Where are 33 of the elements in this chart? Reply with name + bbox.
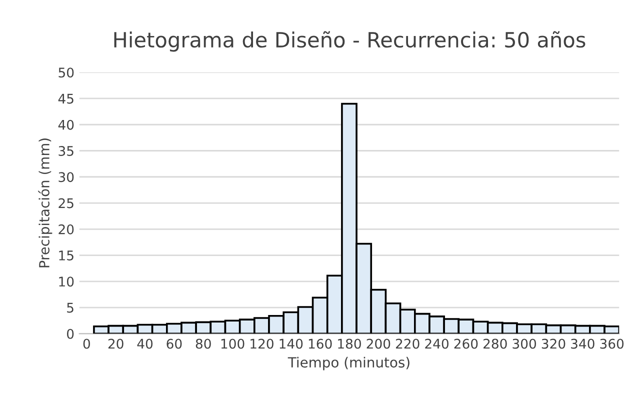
x-axis-title: Tiempo (minutos) xyxy=(288,356,410,370)
x-tick-label: 160 xyxy=(308,338,332,349)
y-tick-label: 35 xyxy=(58,146,74,156)
x-tick-label: 140 xyxy=(280,338,303,349)
y-tick-label: 10 xyxy=(59,276,74,287)
y-tick-label: 0 xyxy=(66,328,74,339)
x-tick-label: 260 xyxy=(454,338,478,349)
x-tick-label: 300 xyxy=(512,338,536,349)
y-tick-label: 25 xyxy=(58,198,74,208)
y-tick-label: 5 xyxy=(67,302,74,313)
y-tick-label: 30 xyxy=(58,172,74,182)
x-tick-label: 280 xyxy=(484,338,507,349)
x-tick-label: 180 xyxy=(338,338,361,349)
x-tick-label: 80 xyxy=(196,338,211,349)
x-tick-label: 360 xyxy=(600,338,624,349)
x-tick-label: 120 xyxy=(250,338,274,349)
x-tick-label: 340 xyxy=(571,338,594,349)
x-tick-label: 220 xyxy=(396,338,420,349)
x-tick-label: 240 xyxy=(425,338,448,349)
x-tick-label: 40 xyxy=(137,338,153,349)
x-tick-label: 200 xyxy=(366,338,390,349)
x-tick-label: 100 xyxy=(221,338,244,349)
y-tick-label: 15 xyxy=(59,250,74,260)
y-axis-title: Precipitación (mm) xyxy=(38,138,52,268)
x-tick-label: 320 xyxy=(542,338,566,349)
x-tick-label: 20 xyxy=(108,338,124,349)
y-tick-label: 20 xyxy=(58,224,74,234)
y-tick-label: 40 xyxy=(58,120,74,130)
x-tick-label: 0 xyxy=(83,338,90,349)
y-tick-label: 45 xyxy=(58,94,74,104)
chart-title: Hietograma de Diseño - Recurrencia: 50 años xyxy=(114,31,586,52)
x-tick-label: 60 xyxy=(166,338,182,349)
y-tick-label: 50 xyxy=(58,68,74,78)
